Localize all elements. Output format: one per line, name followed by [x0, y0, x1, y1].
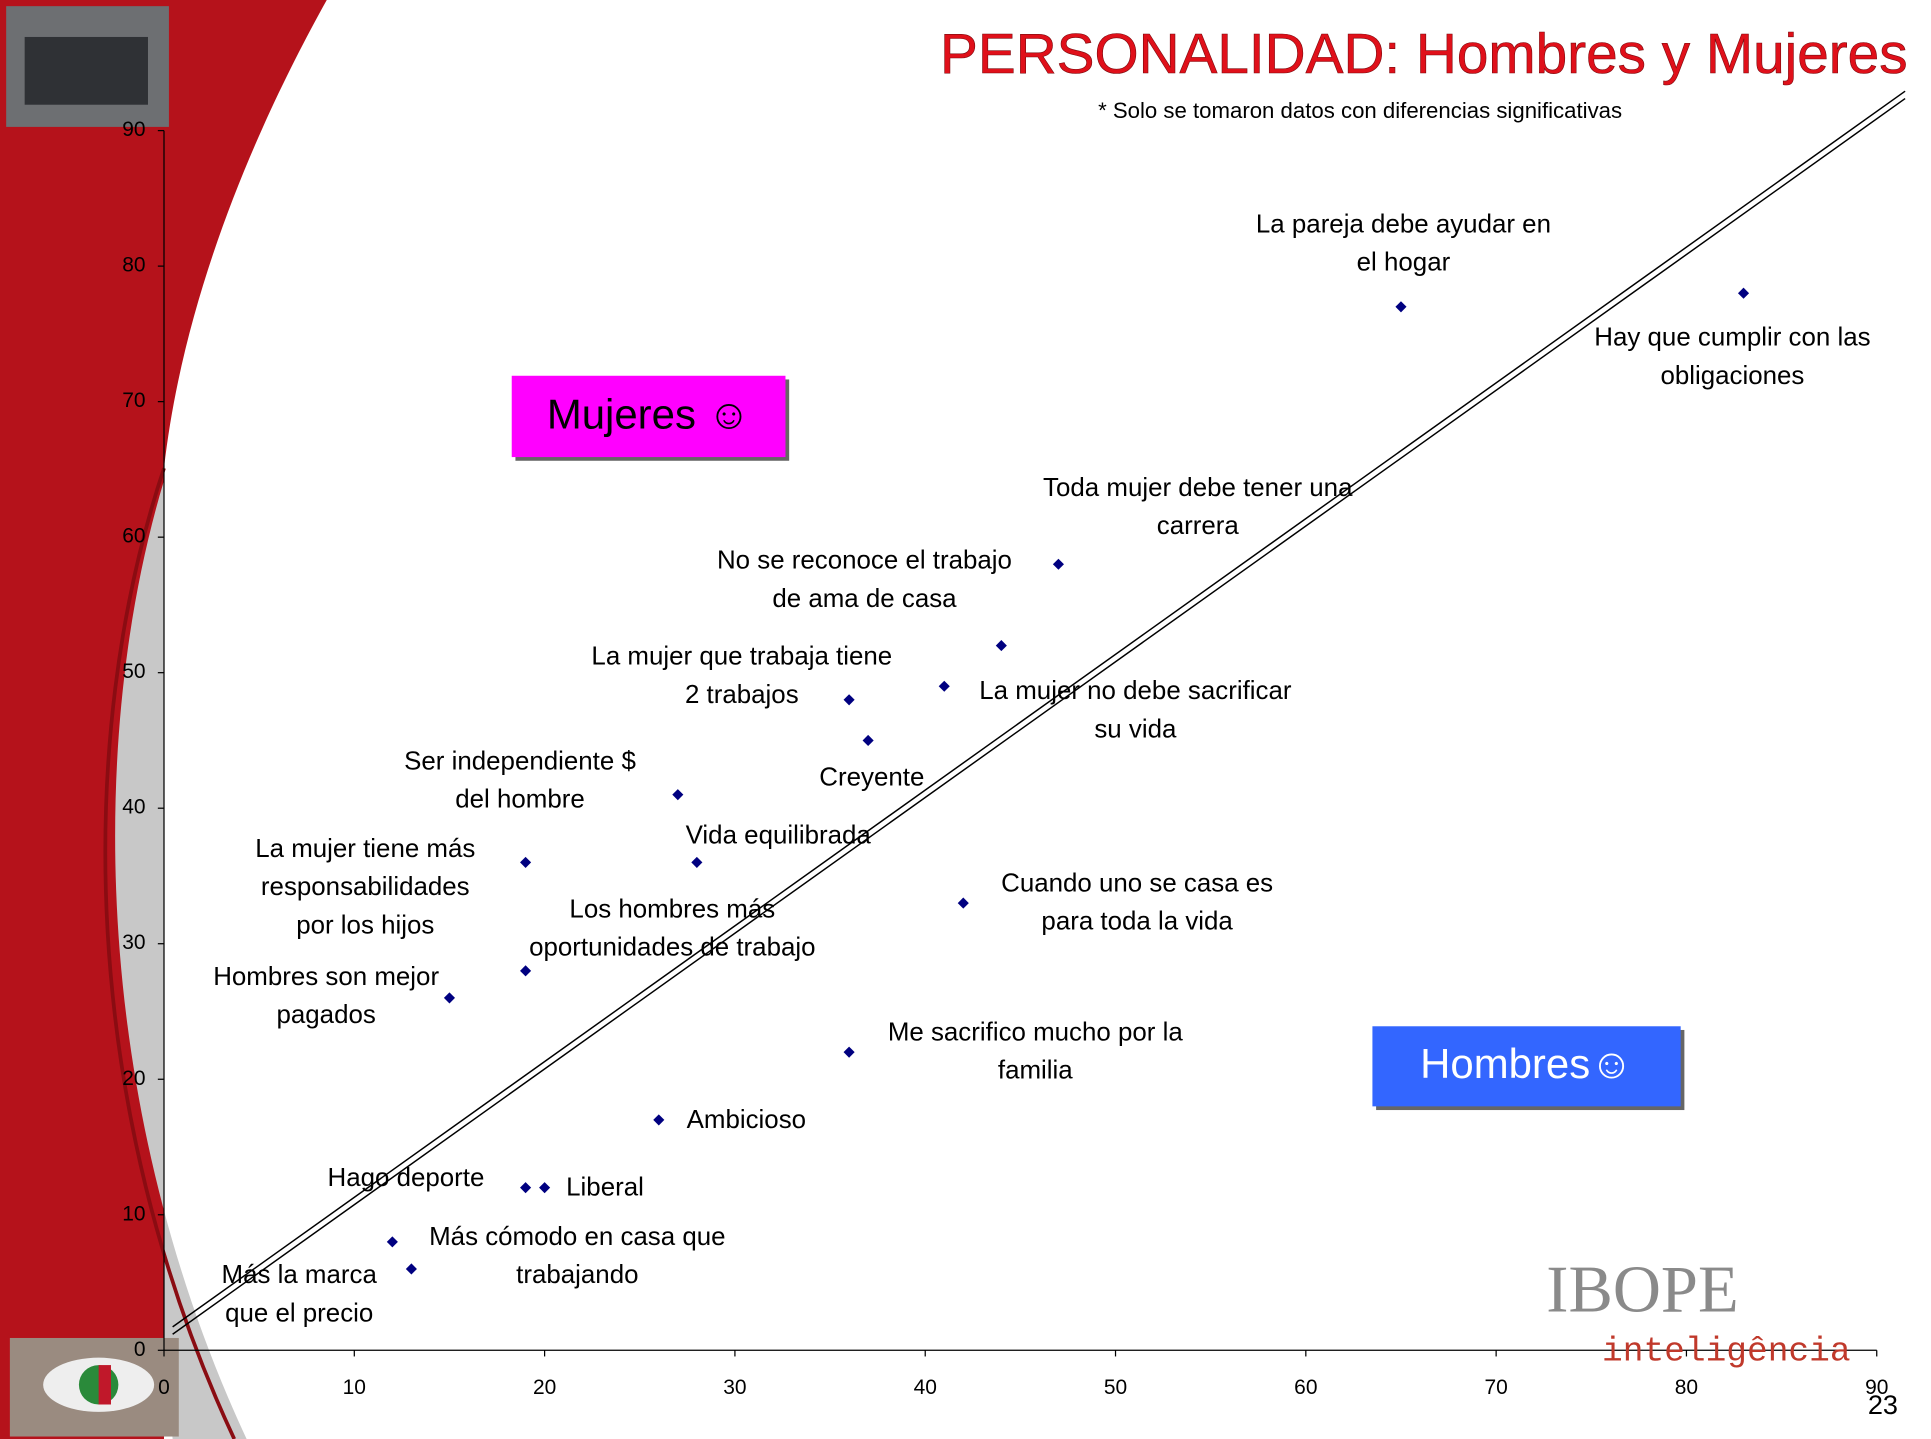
x-tick-label: 70 — [1484, 1376, 1507, 1399]
title: PERSONALIDAD: Hombres y Mujeres — [940, 23, 1908, 86]
point — [672, 789, 683, 800]
hombres-label: Hombres☺ — [1420, 1040, 1633, 1087]
point — [1395, 301, 1406, 312]
point-label: La mujer que trabaja tiene — [591, 643, 892, 671]
y-tick-label: 20 — [122, 1067, 145, 1090]
point-label: Hago deporte — [328, 1164, 485, 1192]
point-label: Creyente — [819, 763, 924, 791]
point — [1053, 559, 1064, 570]
point-label: Me sacrifico mucho por la — [888, 1019, 1184, 1047]
point — [520, 965, 531, 976]
point-label: Toda mujer debe tener una — [1043, 474, 1353, 502]
point-label: carrera — [1157, 512, 1240, 540]
point — [958, 898, 969, 909]
point-label: La mujer tiene más — [255, 835, 475, 863]
slide: PERSONALIDAD: Hombres y Mujeres * Solo s… — [0, 0, 1931, 1439]
point-label: pagados — [276, 1001, 375, 1029]
mujeres-label: Mujeres ☺ — [547, 391, 750, 438]
diagonal-line — [173, 99, 1905, 1335]
point-label: La pareja debe ayudar en — [1256, 210, 1551, 238]
point — [653, 1114, 664, 1125]
point — [520, 1182, 531, 1193]
y-tick-label: 40 — [122, 796, 145, 819]
logo-sub: inteligência — [1602, 1333, 1851, 1372]
keyboard-keys — [25, 37, 148, 105]
logo-name: IBOPE — [1546, 1253, 1738, 1326]
point — [520, 857, 531, 868]
x-tick-label: 90 — [1865, 1376, 1888, 1399]
x-tick-label: 50 — [1104, 1376, 1127, 1399]
x-tick-label: 40 — [914, 1376, 937, 1399]
point — [1738, 288, 1749, 299]
point-label: Liberal — [566, 1174, 644, 1202]
point-label: Vida equilibrada — [686, 821, 872, 849]
point-label: que el precio — [225, 1299, 373, 1327]
y-tick-label: 90 — [122, 118, 145, 141]
point-label: familia — [998, 1057, 1073, 1085]
point-label: Ambicioso — [687, 1106, 806, 1134]
point — [844, 1047, 855, 1058]
point — [939, 681, 950, 692]
x-tick-label: 60 — [1294, 1376, 1317, 1399]
point-label: de ama de casa — [772, 585, 957, 613]
point — [406, 1263, 417, 1274]
point — [844, 694, 855, 705]
x-tick-label: 20 — [533, 1376, 556, 1399]
eye-flag — [99, 1365, 111, 1404]
point-label: para toda la vida — [1041, 908, 1233, 936]
y-tick-label: 0 — [134, 1338, 146, 1361]
point — [444, 992, 455, 1003]
point-label: La mujer no debe sacrificar — [979, 677, 1292, 705]
point-label: Más la marca — [222, 1261, 378, 1289]
y-tick-label: 50 — [122, 660, 145, 683]
point — [387, 1236, 398, 1247]
x-tick-label: 10 — [343, 1376, 366, 1399]
x-tick-label: 80 — [1675, 1376, 1698, 1399]
point — [863, 735, 874, 746]
point-label: Hay que cumplir con las — [1594, 324, 1870, 352]
diagonal-line — [173, 91, 1905, 1327]
point-label: por los hijos — [296, 911, 434, 939]
point-label: No se reconoce el trabajo — [717, 547, 1012, 575]
y-tick-label: 30 — [122, 931, 145, 954]
y-tick-label: 80 — [122, 254, 145, 277]
point-label: 2 trabajos — [685, 681, 799, 709]
point-label: trabajando — [516, 1261, 638, 1289]
point-label: Más cómodo en casa que — [429, 1223, 725, 1251]
point-label: obligaciones — [1660, 362, 1804, 390]
point-label: su vida — [1094, 715, 1177, 743]
point-label: Ser independiente $ — [404, 747, 636, 775]
point-label: Hombres son mejor — [213, 963, 439, 991]
point-label: el hogar — [1357, 249, 1451, 277]
y-tick-label: 10 — [122, 1202, 145, 1225]
point-label: Los hombres más — [569, 895, 775, 923]
point-label: Cuando uno se casa es — [1001, 869, 1273, 897]
point-label: del hombre — [455, 786, 585, 814]
x-tick-label: 30 — [723, 1376, 746, 1399]
point-label: responsabilidades — [261, 873, 470, 901]
point — [996, 640, 1007, 651]
y-tick-label: 70 — [122, 389, 145, 412]
subtitle: * Solo se tomaron datos con diferencias … — [1098, 98, 1622, 123]
point — [539, 1182, 550, 1193]
y-tick-label: 60 — [122, 525, 145, 548]
point — [691, 857, 702, 868]
point-label: oportunidades de trabajo — [529, 934, 815, 962]
x-tick-label: 0 — [158, 1376, 170, 1399]
